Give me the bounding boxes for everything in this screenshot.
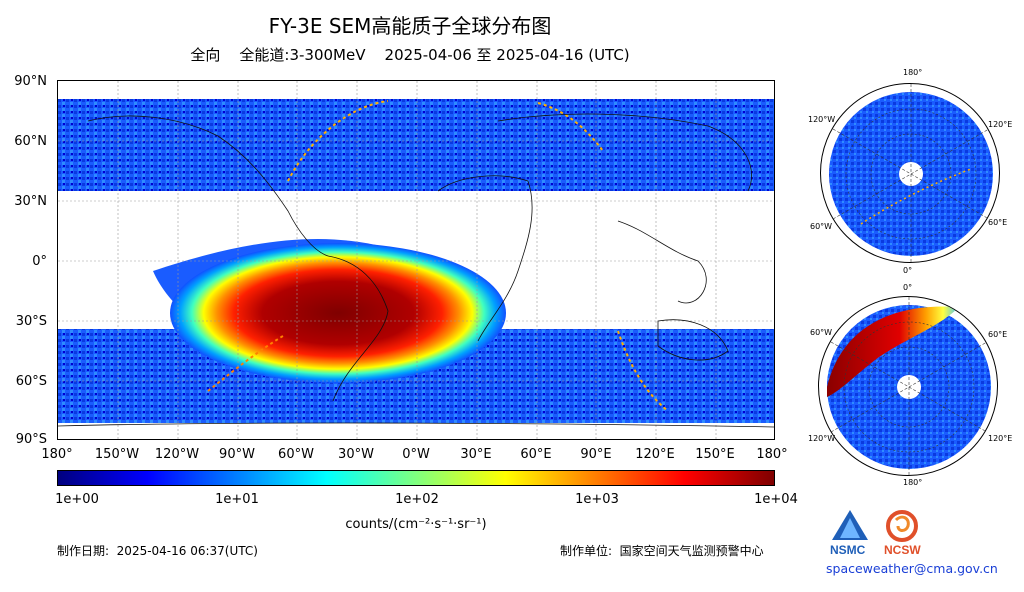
northern-flux-belt — [58, 99, 774, 191]
lon-label-120e: 120°E — [635, 447, 675, 462]
lat-label-60n: 60°N — [14, 134, 47, 149]
lat-label-0: 0° — [32, 254, 47, 269]
lon-label-60w: 60°W — [278, 447, 314, 462]
polar-south-label-0: 0° — [903, 283, 913, 292]
colorbar — [57, 470, 775, 486]
polar-south-label-60e: 60°E — [988, 330, 1008, 339]
lat-label-60s: 60°S — [15, 374, 47, 389]
world-map — [57, 80, 775, 440]
colorbar-tick-1e4: 1e+04 — [754, 492, 798, 507]
polar-north-label-120e: 120°E — [988, 120, 1013, 129]
colorbar-tick-1e1: 1e+01 — [215, 492, 259, 507]
colorbar-tick-1e0: 1e+00 — [55, 492, 99, 507]
chart-title: FY-3E SEM高能质子全球分布图 — [268, 14, 552, 38]
lon-label-0w: 0°W — [402, 447, 430, 462]
polar-south-label-120w: 120°W — [808, 434, 836, 443]
logos: NSMC NCSW — [830, 508, 970, 558]
lon-label-150e: 150°E — [695, 447, 735, 462]
polar-north-label-180: 180° — [903, 68, 923, 77]
ncsw-logo-text: NCSW — [884, 543, 921, 557]
polar-south-label-180: 180° — [903, 478, 923, 487]
production-date: 制作日期: 2025-04-16 06:37(UTC) — [57, 544, 258, 558]
production-unit: 制作单位: 国家空间天气监测预警中心 — [560, 544, 764, 558]
south-atlantic-anomaly — [170, 243, 506, 383]
polar-north-label-60w: 60°W — [810, 222, 833, 231]
polar-north-label-0: 0° — [903, 266, 913, 275]
lon-label-90w: 90°W — [219, 447, 255, 462]
lon-label-30e: 30°E — [460, 447, 492, 462]
polar-north-label-60e: 60°E — [988, 218, 1008, 227]
polar-north-label-120w: 120°W — [808, 115, 836, 124]
lon-label-90e: 90°E — [580, 447, 612, 462]
lon-label-60e: 60°E — [520, 447, 552, 462]
lon-label-30w: 30°W — [338, 447, 374, 462]
lon-label-180e: 180° — [756, 447, 788, 462]
colorbar-tick-1e2: 1e+02 — [395, 492, 439, 507]
polar-south-label-120e: 120°E — [988, 434, 1013, 443]
lat-label-90n: 90°N — [14, 74, 47, 89]
lon-label-120w: 120°W — [154, 447, 200, 462]
lon-label-150w: 150°W — [94, 447, 140, 462]
nsmc-logo-text: NSMC — [830, 543, 866, 557]
polar-map-north — [820, 83, 1000, 263]
polar-map-south — [818, 296, 998, 476]
lat-label-90s: 90°S — [15, 432, 47, 447]
contact-email[interactable]: spaceweather@cma.gov.cn — [826, 561, 998, 576]
colorbar-unit: counts/(cm⁻²·s⁻¹·sr⁻¹) — [345, 517, 487, 532]
nsmc-logo-icon — [832, 510, 868, 540]
lat-label-30n: 30°N — [14, 194, 47, 209]
chart-subtitle: 全向 全能道:3-300MeV 2025-04-06 至 2025-04-16 … — [190, 46, 630, 64]
lon-label-180w: 180° — [41, 447, 73, 462]
colorbar-tick-1e3: 1e+03 — [575, 492, 619, 507]
polar-south-label-60w: 60°W — [810, 328, 833, 337]
ncsw-logo-icon — [886, 510, 918, 542]
lat-label-30s: 30°S — [15, 314, 47, 329]
